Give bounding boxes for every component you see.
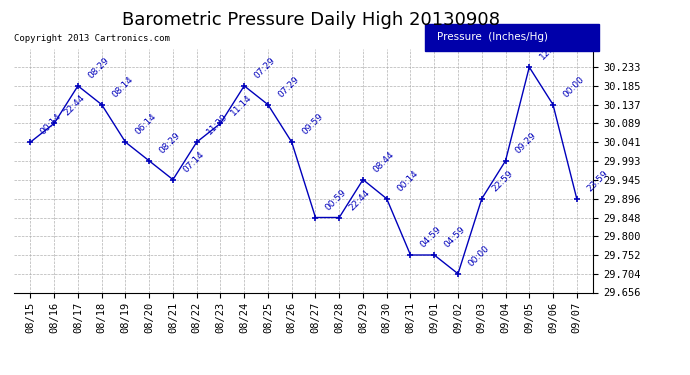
Text: 00:00: 00:00 bbox=[562, 74, 586, 99]
Text: 22:44: 22:44 bbox=[348, 188, 372, 212]
Text: 08:14: 08:14 bbox=[110, 75, 135, 99]
Text: 04:59: 04:59 bbox=[419, 225, 444, 249]
Text: 08:29: 08:29 bbox=[157, 131, 182, 155]
Text: 07:29: 07:29 bbox=[253, 56, 277, 80]
Text: 00:00: 00:00 bbox=[466, 243, 491, 268]
Text: 08:44: 08:44 bbox=[371, 150, 396, 174]
Text: 22:59: 22:59 bbox=[490, 169, 515, 193]
Text: 07:29: 07:29 bbox=[276, 75, 301, 99]
Text: 08:29: 08:29 bbox=[86, 56, 111, 80]
Text: 06:14: 06:14 bbox=[134, 112, 158, 136]
Text: 11:14: 11:14 bbox=[229, 93, 253, 118]
Text: 09:59: 09:59 bbox=[300, 112, 325, 136]
Text: 07:14: 07:14 bbox=[181, 150, 206, 174]
FancyBboxPatch shape bbox=[425, 24, 599, 51]
Text: Barometric Pressure Daily High 20130908: Barometric Pressure Daily High 20130908 bbox=[121, 11, 500, 29]
Text: 00:14: 00:14 bbox=[395, 169, 420, 193]
Text: Pressure  (Inches/Hg): Pressure (Inches/Hg) bbox=[437, 32, 548, 42]
Text: 12:xx: 12:xx bbox=[538, 38, 562, 62]
Text: 04:59: 04:59 bbox=[442, 225, 467, 249]
Text: 22:44: 22:44 bbox=[63, 93, 87, 118]
Text: 11:29: 11:29 bbox=[205, 112, 230, 136]
Text: 00:59: 00:59 bbox=[324, 187, 348, 212]
Text: 09:29: 09:29 bbox=[514, 131, 538, 155]
Text: 23:59: 23:59 bbox=[585, 169, 610, 193]
Text: Copyright 2013 Cartronics.com: Copyright 2013 Cartronics.com bbox=[14, 34, 170, 43]
Text: 00:14: 00:14 bbox=[39, 112, 63, 136]
